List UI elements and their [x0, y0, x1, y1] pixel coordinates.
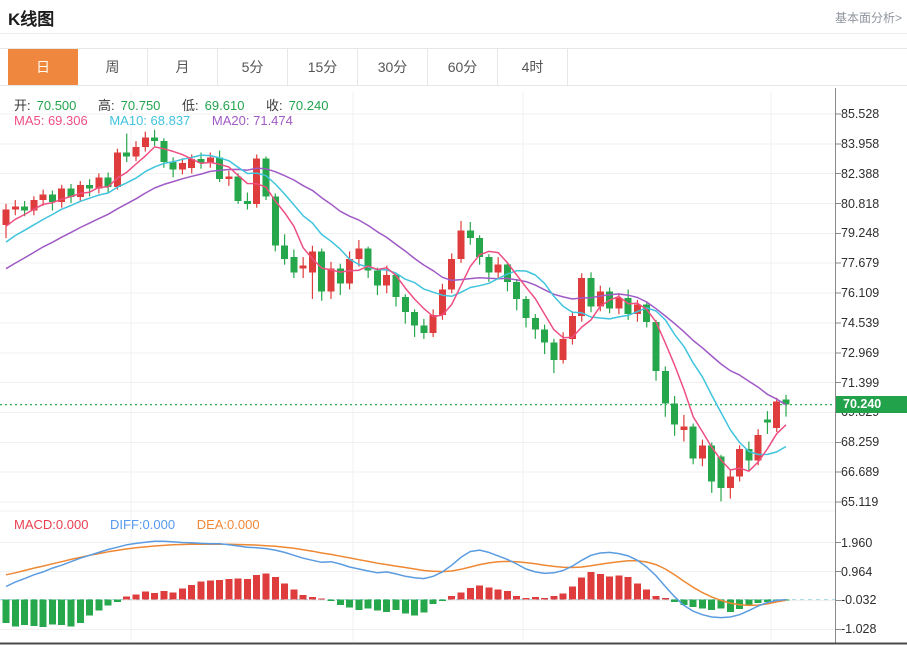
title-divider: [0, 33, 907, 34]
y-axis-label: 74.539: [841, 315, 880, 330]
tab-15min[interactable]: 15分: [288, 49, 358, 85]
low-value: 69.610: [204, 98, 245, 113]
high-label: 高:: [98, 98, 115, 113]
y-axis-label: 76.109: [841, 286, 880, 301]
y-axis-label: -1.028: [841, 622, 877, 637]
y-axis-label: 80.818: [841, 196, 880, 211]
close-value: 70.240: [288, 98, 329, 113]
y-axis-label: 72.969: [841, 345, 880, 360]
page-title: K线图: [8, 10, 55, 29]
ma10-legend: MA10: 68.837: [109, 113, 191, 128]
y-axis-label: 71.399: [841, 375, 880, 390]
y-axis-label: 83.958: [841, 136, 880, 151]
macd-value-legend: MACD:0.000: [14, 517, 89, 532]
y-axis-label: 68.259: [841, 435, 880, 450]
open-label: 开:: [14, 98, 31, 113]
close-label: 收:: [266, 98, 283, 113]
y-axis-label: 0.964: [841, 564, 873, 579]
current-price-tag: 70.240: [836, 396, 907, 414]
macd-legend: MACD:0.000 DIFF:0.000 DEA:0.000: [14, 517, 266, 532]
tab-60min[interactable]: 60分: [428, 49, 498, 85]
y-axis-label: 79.248: [841, 226, 880, 241]
tab-5min[interactable]: 5分: [218, 49, 288, 85]
fundamental-analysis-link[interactable]: 基本面分析>: [834, 11, 902, 25]
high-value: 70.750: [120, 98, 161, 113]
low-label: 低:: [182, 98, 199, 113]
tab-day[interactable]: 日: [8, 49, 78, 85]
ma5-legend: MA5: 69.306: [14, 113, 88, 128]
dea-value-legend: DEA:0.000: [196, 517, 260, 532]
y-axis-label: 1.960: [841, 535, 873, 550]
tab-30min[interactable]: 30分: [358, 49, 428, 85]
ma20-legend: MA20: 71.474: [211, 113, 293, 128]
ma-legend: MA5: 69.306 MA10: 68.837 MA20: 71.474: [14, 113, 299, 128]
tab-month[interactable]: 月: [148, 49, 218, 85]
interval-tabbar: 日周月 5分 15分 30分 60分 4时: [0, 48, 907, 86]
tab-4hour[interactable]: 4时: [498, 49, 568, 85]
diff-value-legend: DIFF:0.000: [110, 517, 176, 532]
y-axis-label: 82.388: [841, 166, 880, 181]
y-axis-label: -0.032: [841, 593, 877, 608]
open-value: 70.500: [36, 98, 77, 113]
y-axis-label: 66.689: [841, 465, 880, 480]
y-axis-label: 77.679: [841, 256, 880, 271]
tab-week[interactable]: 周: [78, 49, 148, 85]
ohlc-legend: 开: 70.500 高: 70.750 低: 69.610 收: 70.240: [14, 95, 334, 114]
y-axis-label: 65.119: [841, 495, 879, 509]
y-axis-label: 85.528: [841, 107, 880, 121]
